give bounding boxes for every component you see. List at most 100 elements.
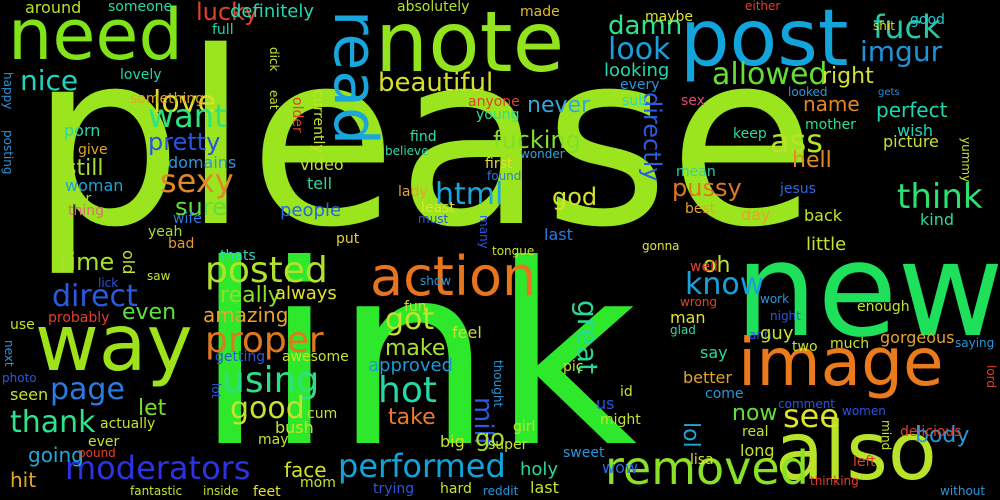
word: proper [205,320,324,361]
word: lucky [196,0,259,26]
word: saying [955,336,995,350]
word: definitely [230,1,315,22]
word: now [732,401,778,426]
word: us [596,394,615,413]
word: saw [147,269,171,283]
word: glad [670,323,696,337]
word: without [940,484,986,498]
word: body [915,423,970,448]
word: holy [520,459,559,480]
word: note [375,0,565,91]
word: also [775,405,937,498]
word: thank [10,405,96,440]
word: fun [404,299,427,315]
word: pound [78,446,116,460]
word: kind [920,210,955,229]
word: yeah [148,224,183,240]
word: page [50,372,125,407]
word: many [477,215,491,249]
word: full [212,22,234,38]
word: long [740,441,775,460]
word: still [65,156,104,181]
word: lord [984,365,998,389]
word: good [910,12,945,28]
word: imgur [860,35,943,68]
word: look [608,32,671,67]
word: someone [108,0,173,15]
word: lisa [690,452,714,468]
word: lol [678,422,703,448]
word: put [336,231,360,247]
word: even [122,300,177,325]
word: may [258,432,289,448]
word: night [770,309,801,323]
word: html [435,177,504,212]
word: seen [10,385,49,404]
word: wife [173,211,202,227]
word: yummy [959,137,973,183]
word: trying [373,481,415,497]
word: around [25,0,82,17]
word: ann [749,328,772,342]
word: hit [10,468,37,492]
word: fucking [493,126,581,154]
word: real [742,424,769,440]
word: direct [52,279,138,314]
word: sure [175,193,227,221]
word: gonna [642,239,680,253]
word: shit [873,19,895,33]
word: thought [491,360,505,408]
word: link [195,211,638,500]
word: sub [622,93,648,109]
word: allowed [712,57,828,92]
word: found [487,169,522,183]
word: come [705,386,744,402]
word: pic [563,359,584,375]
word: mother [805,117,856,133]
word: awesome [282,349,349,365]
word: damn [608,11,683,41]
word: last [530,478,559,497]
word: really [220,283,281,308]
word: best [685,201,716,217]
word: next [2,340,16,367]
word: hell [792,148,832,173]
word: good [230,391,305,426]
word: mean [676,164,716,180]
word: lovely [120,67,162,83]
word: year [60,191,92,207]
word: want [148,97,227,135]
word: action [370,245,537,308]
word: every [620,77,660,93]
word: probably [48,310,110,326]
word: old [119,250,138,275]
word: mind [879,420,893,451]
word: give [78,142,108,158]
word: woman [65,176,124,195]
word: use [10,317,35,333]
word: work [760,292,790,306]
word: got [385,302,435,337]
word: feet [253,484,281,500]
word: show [420,274,452,288]
word: enough [857,299,910,315]
word: sexy [160,162,234,200]
word: gorgeous [880,328,955,347]
word: super [488,437,528,453]
word: face [284,458,327,482]
word: read [320,10,390,146]
word: way [35,299,193,389]
word: lot [209,383,223,399]
word: perfect [876,98,948,122]
word: moderators [65,449,251,487]
word: well [690,259,718,275]
word: pussy [672,174,742,202]
word: something [130,91,205,107]
word: make [385,336,446,361]
word: never [527,93,591,118]
word: new [735,214,1000,366]
word: believe [385,144,429,158]
word: always [275,283,337,304]
word: wow [602,458,638,477]
word: girl [513,419,536,435]
